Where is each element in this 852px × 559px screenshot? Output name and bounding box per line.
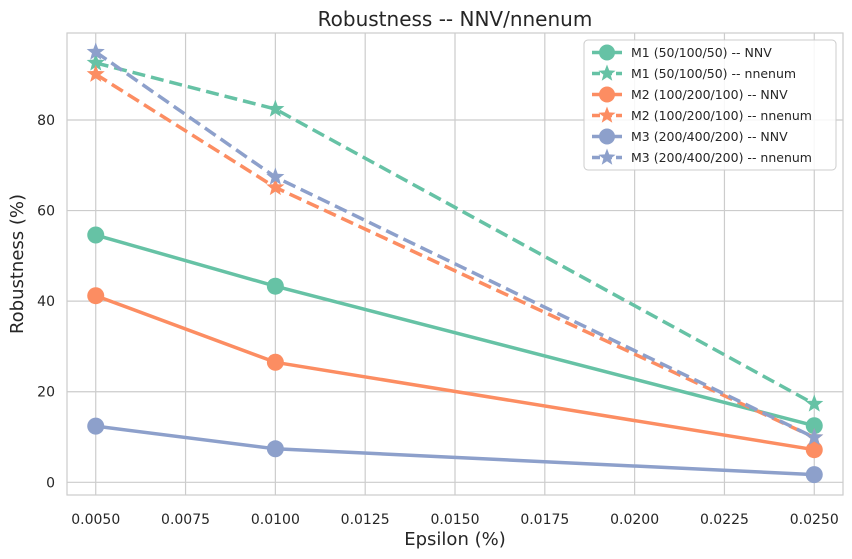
x-tick-label: 0.0100 [251,512,300,528]
legend-label: M2 (100/200/100) -- nnenum [631,108,812,123]
series-5 [87,417,823,484]
data-point [266,167,285,185]
data-point [805,394,824,412]
data-point [86,64,105,82]
legend-entry: M1 (50/100/50) -- nnenum [592,64,796,81]
plot-area-frame [66,32,844,496]
series-line [95,61,816,406]
legend: M1 (50/100/50) -- NNV M1 (50/100/50) -- n… [583,39,837,171]
y-tick-label: 40 [37,294,55,310]
data-point [266,177,285,196]
data-point [266,99,285,117]
legend-entry: M1 (50/100/50) -- NNV [592,44,772,61]
legend-label: M3 (200/400/200) -- nnenum [631,150,812,165]
legend-marker [598,64,616,81]
series-3 [87,287,823,459]
data-point [266,277,284,295]
y-tick-label: 0 [46,475,55,491]
chart-title: Robustness -- NNV/nnenum [318,7,593,31]
axis-ticks: 0.0050 0.0075 0.0100 0.0125 0.0150 0.0175 0.02… [37,113,839,528]
data-point [87,287,105,305]
data-point [266,440,284,458]
y-tick-label: 20 [37,385,55,401]
legend-marker [599,86,615,103]
x-tick-label: 0.0075 [161,512,210,528]
series-group [86,42,824,484]
legend-label: M1 (50/100/50) -- nnenum [631,66,796,81]
legend-box [583,39,837,171]
data-point [805,441,823,459]
data-point [805,417,823,435]
legend-label: M2 (100/200/100) -- NNV [631,87,788,102]
x-tick-label: 0.0050 [71,512,120,528]
x-axis-title: Epsilon (%) [404,529,505,550]
legend-marker [599,44,615,61]
y-axis-title: Robustness (%) [7,194,28,334]
legend-entry: M3 (200/400/200) -- nnenum [592,148,812,165]
x-tick-label: 0.0175 [520,512,569,528]
legend-marker [598,106,616,123]
legend-entry: M2 (100/200/100) -- NNV [592,86,788,103]
data-point [805,466,823,484]
series-1 [87,226,823,435]
legend-marker [599,128,615,145]
data-point [805,427,824,446]
series-6 [86,42,824,446]
x-tick-label: 0.0250 [790,512,839,528]
legend-marker [598,148,616,165]
data-point [86,53,105,71]
x-tick-label: 0.0150 [431,512,480,528]
data-point [87,417,105,435]
legend-entry: M2 (100/200/100) -- nnenum [592,106,812,123]
data-point [86,42,105,60]
y-tick-label: 60 [37,204,55,220]
x-tick-label: 0.0200 [610,512,659,528]
legend-label: M3 (200/400/200) -- NNV [631,129,788,144]
legend-entry: M3 (200/400/200) -- NNV [592,128,788,145]
x-tick-label: 0.0225 [700,512,749,528]
series-2 [86,53,824,412]
data-point [266,353,284,371]
x-tick-label: 0.0125 [341,512,390,528]
legend-label: M1 (50/100/50) -- NNV [631,45,772,60]
y-tick-label: 80 [37,113,55,129]
data-point [87,226,105,244]
